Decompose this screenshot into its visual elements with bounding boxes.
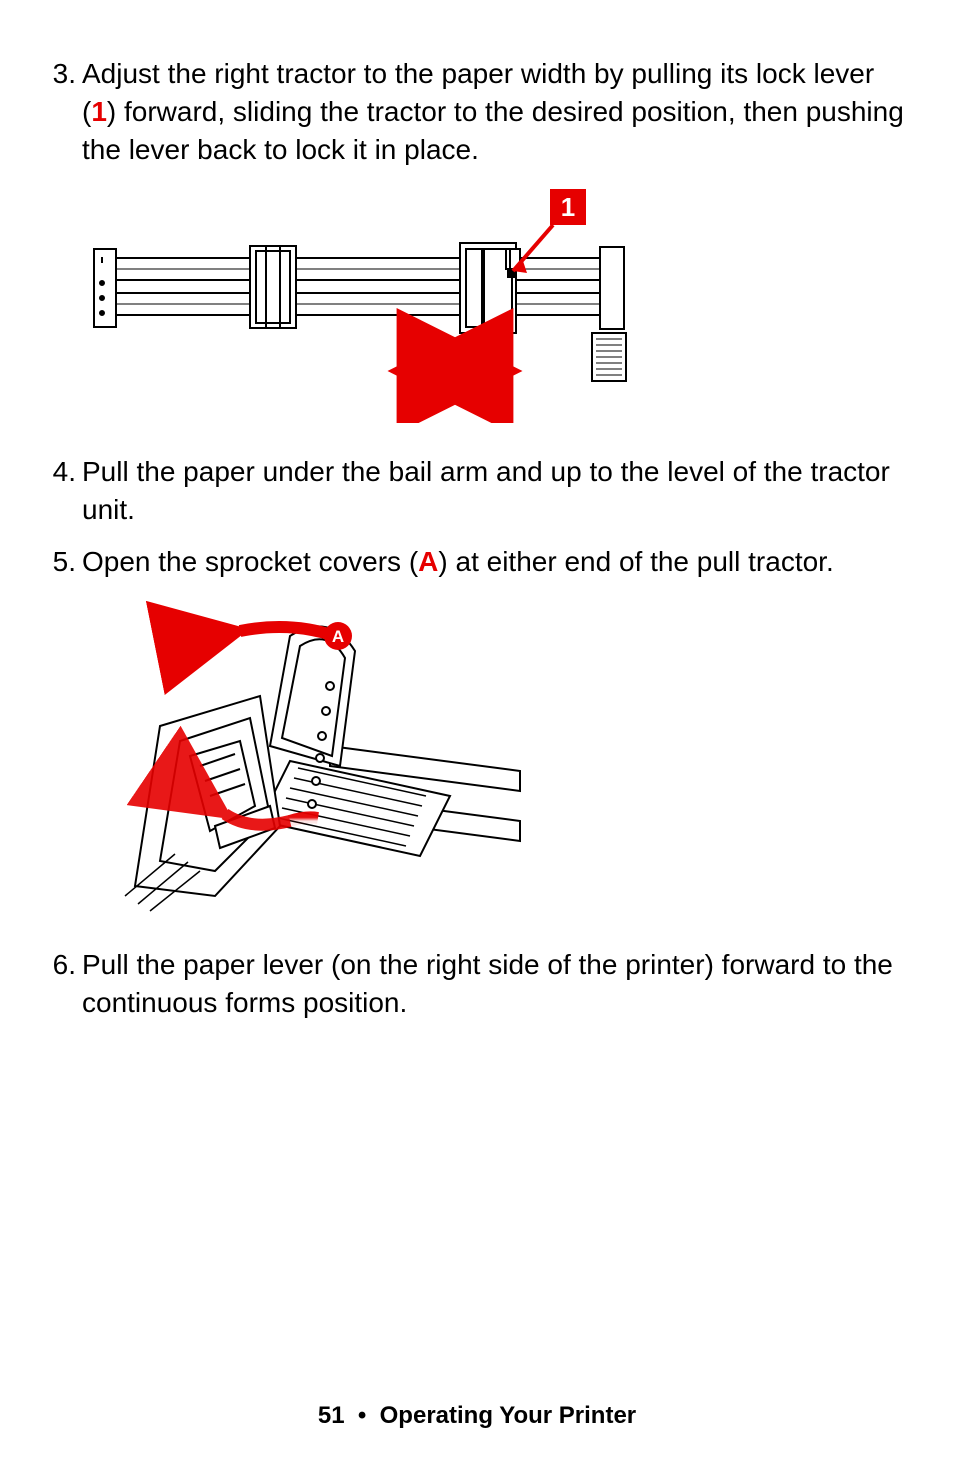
step-6-text: Pull the paper lever (on the right side … [82, 946, 904, 1022]
figure-2: A [120, 596, 904, 921]
step-6: 6. Pull the paper lever (on the right si… [50, 946, 904, 1022]
step-6-number: 6. [50, 946, 82, 1022]
step-5-pre: Open the sprocket covers ( [82, 546, 418, 577]
figure-2-callout-label: A [332, 627, 344, 646]
step-3-callout: 1 [91, 96, 107, 127]
step-3: 3. Adjust the right tractor to the paper… [50, 55, 904, 168]
footer-page-number: 51 [318, 1402, 345, 1429]
step-5: 5. Open the sprocket covers (A) at eithe… [50, 543, 904, 581]
footer-bullet: • [358, 1402, 366, 1429]
page-footer: 51 • Operating Your Printer [0, 1402, 954, 1430]
figure-1-svg: 1 [80, 183, 640, 423]
step-3-post: ) forward, sliding the tractor to the de… [82, 96, 904, 165]
step-5-post: ) at either end of the pull tractor. [438, 546, 833, 577]
figure-2-svg: A [120, 596, 540, 916]
footer-section-title: Operating Your Printer [380, 1402, 637, 1429]
figure-1: 1 [80, 183, 904, 428]
step-5-callout: A [418, 546, 438, 577]
step-3-text: Adjust the right tractor to the paper wi… [82, 55, 904, 168]
step-4-text: Pull the paper under the bail arm and up… [82, 453, 904, 529]
step-4-number: 4. [50, 453, 82, 529]
step-3-number: 3. [50, 55, 82, 168]
step-5-text: Open the sprocket covers (A) at either e… [82, 543, 904, 581]
step-5-number: 5. [50, 543, 82, 581]
page-root: 3. Adjust the right tractor to the paper… [0, 0, 954, 1475]
figure-1-callout-label: 1 [561, 192, 575, 222]
step-4: 4. Pull the paper under the bail arm and… [50, 453, 904, 529]
